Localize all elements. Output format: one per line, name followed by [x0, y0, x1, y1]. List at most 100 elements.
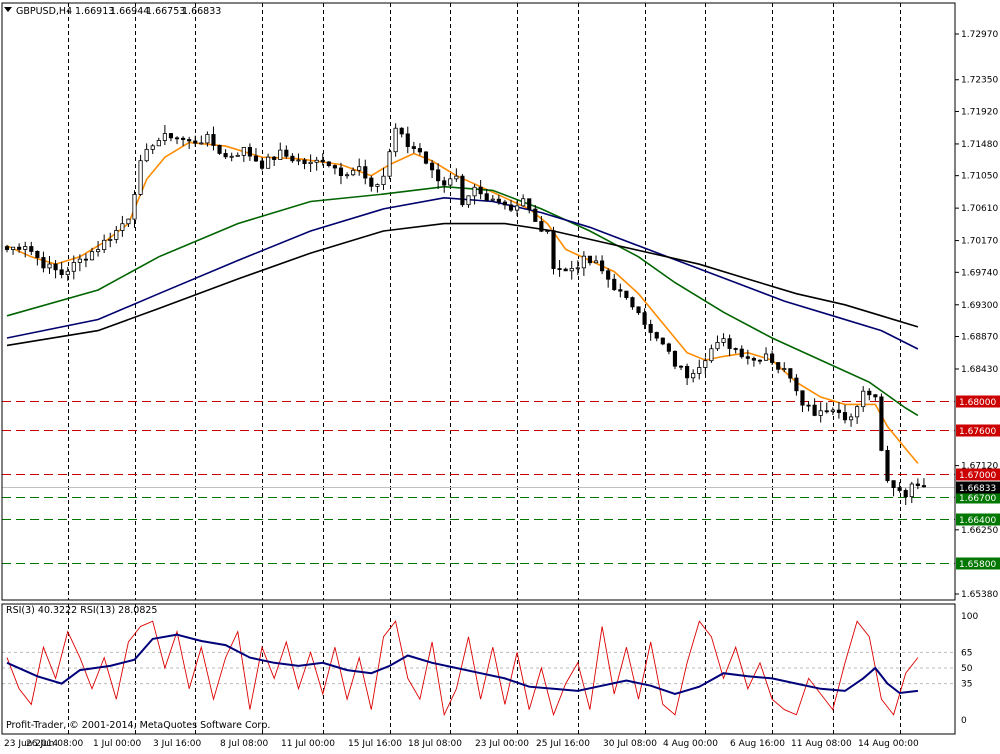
candle-body[interactable]	[53, 263, 58, 271]
candle-body[interactable]	[587, 255, 593, 264]
candle-body[interactable]	[515, 205, 520, 211]
dropdown-arrow-icon[interactable]	[4, 7, 12, 12]
candle-body[interactable]	[102, 239, 107, 250]
rsi13-line[interactable]	[6, 633, 919, 696]
candle-body[interactable]	[891, 480, 896, 488]
candle-body[interactable]	[393, 127, 398, 153]
candle-body[interactable]	[636, 306, 641, 314]
candle-body[interactable]	[678, 365, 684, 368]
candle-body[interactable]	[757, 359, 763, 362]
candle-body[interactable]	[405, 133, 410, 147]
candle-body[interactable]	[308, 161, 313, 165]
candle-body[interactable]	[369, 177, 374, 187]
candle-body[interactable]	[654, 332, 659, 339]
candle-body[interactable]	[314, 159, 319, 163]
candle-body[interactable]	[59, 269, 64, 275]
candle-body[interactable]	[35, 251, 40, 258]
candle-body[interactable]	[782, 368, 787, 371]
candle-body[interactable]	[411, 146, 416, 149]
candle-body[interactable]	[836, 409, 841, 413]
candle-body[interactable]	[855, 406, 860, 418]
candle-body[interactable]	[593, 260, 599, 264]
candle-body[interactable]	[739, 348, 744, 358]
candle-body[interactable]	[915, 483, 920, 486]
candle-body[interactable]	[824, 410, 829, 413]
candle-body[interactable]	[351, 169, 356, 176]
rsi3-line[interactable]	[6, 620, 919, 717]
candle-body[interactable]	[539, 221, 544, 232]
candle-body[interactable]	[187, 139, 192, 142]
candle-body[interactable]	[885, 450, 890, 482]
candle-body[interactable]	[296, 159, 301, 162]
candle-body[interactable]	[788, 368, 793, 379]
candle-body[interactable]	[466, 195, 471, 206]
candle-body[interactable]	[272, 156, 277, 160]
candle-body[interactable]	[848, 416, 854, 421]
candle-body[interactable]	[108, 239, 113, 241]
candle-body[interactable]	[132, 193, 137, 220]
candle-body[interactable]	[162, 133, 167, 141]
candle-body[interactable]	[812, 404, 817, 416]
candle-body[interactable]	[867, 390, 872, 396]
candle-body[interactable]	[648, 324, 653, 333]
candle-body[interactable]	[77, 258, 82, 263]
candle-body[interactable]	[563, 268, 568, 272]
candle-body[interactable]	[630, 297, 635, 308]
candle-body[interactable]	[181, 137, 186, 140]
candle-body[interactable]	[423, 151, 429, 164]
candle-body[interactable]	[89, 251, 95, 261]
candle-body[interactable]	[223, 153, 228, 158]
candle-body[interactable]	[278, 149, 283, 160]
candle-body[interactable]	[448, 178, 453, 186]
candle-body[interactable]	[11, 246, 16, 250]
candle-body[interactable]	[302, 159, 307, 165]
candle-body[interactable]	[17, 246, 22, 250]
candle-body[interactable]	[144, 148, 149, 162]
candle-body[interactable]	[575, 267, 580, 270]
candle-body[interactable]	[873, 394, 878, 398]
candle-body[interactable]	[217, 144, 222, 154]
candle-body[interactable]	[745, 356, 750, 359]
candle-body[interactable]	[733, 348, 738, 350]
candle-body[interactable]	[490, 198, 495, 201]
candle-body[interactable]	[150, 145, 155, 150]
candle-body[interactable]	[691, 373, 696, 379]
candle-body[interactable]	[861, 390, 866, 408]
candle-body[interactable]	[770, 353, 775, 363]
candle-body[interactable]	[229, 155, 234, 158]
candle-body[interactable]	[697, 367, 702, 374]
candle-body[interactable]	[909, 483, 914, 498]
candle-body[interactable]	[545, 230, 550, 233]
candle-body[interactable]	[600, 260, 605, 272]
candle-body[interactable]	[23, 246, 28, 250]
candle-body[interactable]	[320, 159, 325, 163]
candle-body[interactable]	[168, 133, 174, 139]
candle-body[interactable]	[193, 140, 198, 144]
candle-body[interactable]	[666, 343, 671, 352]
candle-body[interactable]	[521, 198, 526, 207]
candle-body[interactable]	[581, 255, 586, 269]
candle-body[interactable]	[703, 360, 708, 368]
candle-body[interactable]	[205, 134, 210, 144]
candle-body[interactable]	[842, 412, 848, 421]
candle-body[interactable]	[357, 166, 362, 171]
moving-average-line[interactable]	[6, 196, 919, 350]
candle-body[interactable]	[338, 167, 344, 176]
candle-body[interactable]	[806, 404, 811, 407]
candle-body[interactable]	[818, 410, 823, 416]
candle-body[interactable]	[800, 390, 805, 406]
candle-body[interactable]	[266, 156, 271, 169]
candle-body[interactable]	[551, 230, 556, 269]
candle-body[interactable]	[721, 338, 726, 343]
candle-body[interactable]	[199, 142, 204, 145]
candle-body[interactable]	[685, 366, 690, 379]
candle-body[interactable]	[508, 204, 514, 211]
candle-body[interactable]	[71, 262, 76, 272]
candle-body[interactable]	[259, 160, 265, 169]
candle-body[interactable]	[715, 342, 720, 350]
candle-body[interactable]	[235, 154, 240, 157]
candle-body[interactable]	[903, 490, 908, 498]
candle-body[interactable]	[96, 249, 101, 253]
candle-body[interactable]	[442, 180, 447, 186]
